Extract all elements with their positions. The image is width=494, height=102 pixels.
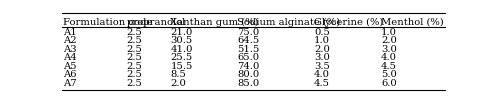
Text: 4.5: 4.5: [381, 62, 397, 71]
Text: 2.5: 2.5: [126, 70, 142, 79]
Text: 3.5: 3.5: [314, 62, 330, 71]
Text: 3.0: 3.0: [381, 45, 397, 54]
Text: Formulation code: Formulation code: [63, 18, 153, 27]
Text: 74.0: 74.0: [238, 62, 260, 71]
Text: 4.0: 4.0: [381, 53, 397, 62]
Text: 8.5: 8.5: [170, 70, 186, 79]
Text: 6.0: 6.0: [381, 79, 397, 88]
Text: 2.5: 2.5: [126, 45, 142, 54]
Text: 15.5: 15.5: [170, 62, 193, 71]
Text: 21.0: 21.0: [170, 28, 193, 37]
Text: Xanthan gum (%): Xanthan gum (%): [170, 18, 259, 27]
Text: 2.5: 2.5: [126, 62, 142, 71]
Text: 5.0: 5.0: [381, 70, 397, 79]
Text: 4.0: 4.0: [314, 70, 330, 79]
Text: A7: A7: [63, 79, 77, 88]
Text: A3: A3: [63, 45, 77, 54]
Text: A2: A2: [63, 36, 77, 45]
Text: 80.0: 80.0: [238, 70, 260, 79]
Text: 30.5: 30.5: [170, 36, 193, 45]
Text: 51.5: 51.5: [238, 45, 260, 54]
Text: 41.0: 41.0: [170, 45, 193, 54]
Text: 2.5: 2.5: [126, 36, 142, 45]
Text: A1: A1: [63, 28, 77, 37]
Text: A6: A6: [63, 70, 77, 79]
Text: 1.0: 1.0: [314, 36, 330, 45]
Text: Menthol (%): Menthol (%): [381, 18, 444, 27]
Text: 85.0: 85.0: [238, 79, 260, 88]
Text: 65.0: 65.0: [238, 53, 260, 62]
Text: 2.5: 2.5: [126, 28, 142, 37]
Text: 25.5: 25.5: [170, 53, 193, 62]
Text: 2.0: 2.0: [314, 45, 330, 54]
Text: A5: A5: [63, 62, 77, 71]
Text: 64.5: 64.5: [238, 36, 260, 45]
Text: 2.5: 2.5: [126, 53, 142, 62]
Text: 3.0: 3.0: [314, 53, 330, 62]
Text: Sodium alginate (%): Sodium alginate (%): [238, 18, 341, 27]
Text: 2.5: 2.5: [126, 79, 142, 88]
Text: 75.0: 75.0: [238, 28, 260, 37]
Text: 2.0: 2.0: [381, 36, 397, 45]
Text: propranolol: propranolol: [126, 18, 186, 27]
Text: 0.5: 0.5: [314, 28, 330, 37]
Text: 4.5: 4.5: [314, 79, 330, 88]
Text: 1.0: 1.0: [381, 28, 397, 37]
Text: A4: A4: [63, 53, 77, 62]
Text: 2.0: 2.0: [170, 79, 186, 88]
Text: Glycerine (%): Glycerine (%): [314, 18, 383, 27]
